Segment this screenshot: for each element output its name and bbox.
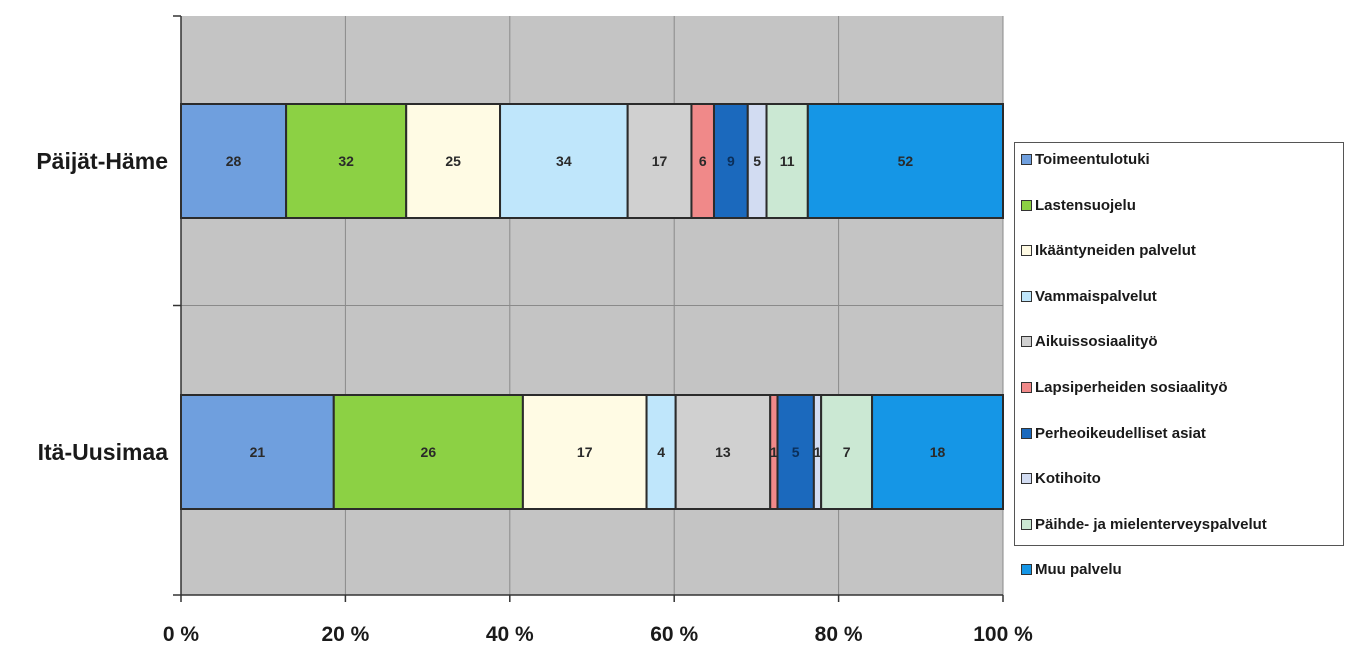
bar-segment	[180, 394, 335, 510]
data-label: 11	[780, 153, 795, 169]
legend-item: Toimeentulotuki	[1021, 151, 1150, 168]
data-label: 26	[421, 444, 437, 460]
legend-label: Ikääntyneiden palvelut	[1035, 242, 1196, 260]
category-label: Itä-Uusimaa	[38, 439, 169, 465]
legend-label: Lapsiperheiden sosiaalityö	[1035, 379, 1228, 396]
legend-item: Kotihoito	[1021, 470, 1101, 487]
legend-item: Aikuissosiaalityö	[1021, 333, 1158, 350]
legend-swatch	[1021, 518, 1032, 530]
legend-swatch	[1021, 427, 1032, 439]
bar-segment	[776, 394, 815, 510]
data-label: 1	[814, 444, 822, 460]
legend-item: Lastensuojelu	[1021, 197, 1136, 214]
category-label: Päijät-Häme	[36, 148, 168, 174]
chart-legend: Toimeentulotuki Lastensuojelu Ikääntyneide…	[1014, 142, 1344, 578]
data-label: 9	[727, 153, 735, 169]
data-label: 13	[715, 444, 731, 460]
legend-swatch	[1021, 564, 1032, 576]
data-label: 1	[770, 444, 778, 460]
x-tick-label: 100 %	[973, 623, 1033, 645]
data-label: 5	[792, 444, 800, 460]
bar-segment	[820, 394, 874, 510]
data-label: 17	[577, 444, 593, 460]
legend-label: Vammaispalvelut	[1035, 287, 1157, 305]
legend-label: Aikuissosiaalityö	[1035, 333, 1158, 351]
bar-segment	[626, 103, 693, 219]
x-tick-label: 60 %	[650, 623, 698, 645]
bar-segment	[521, 394, 648, 510]
legend-swatch	[1021, 199, 1032, 211]
legend-label: Päihde- ja mielenterveyspalvelut	[1035, 515, 1267, 533]
legend-label: Kotihoito	[1035, 470, 1101, 488]
legend-swatch	[1021, 473, 1032, 485]
data-label: 5	[753, 153, 761, 169]
legend-swatch	[1021, 245, 1032, 257]
bar-segment	[871, 394, 1004, 510]
legend-swatch	[1021, 154, 1032, 165]
data-label: 52	[898, 153, 914, 169]
legend-swatch	[1021, 336, 1032, 348]
bar-segment	[499, 103, 629, 219]
legend-item: Muu palvelu	[1021, 561, 1122, 578]
legend-item: Ikääntyneiden palvelut	[1021, 242, 1196, 259]
bar-segment	[285, 103, 408, 219]
data-label: 34	[556, 153, 572, 169]
legend-item: Lapsiperheiden sosiaalityö	[1021, 379, 1228, 396]
x-tick-label: 40 %	[486, 623, 534, 645]
data-label: 28	[226, 153, 242, 169]
bar-segment	[765, 103, 809, 219]
legend-label: Lastensuojelu	[1035, 196, 1136, 214]
legend-label: Muu palvelu	[1035, 561, 1122, 579]
x-tick-label: 20 %	[321, 623, 369, 645]
bar-segment	[405, 103, 502, 219]
bar-segment	[712, 103, 749, 219]
legend-item: Vammaispalvelut	[1021, 288, 1157, 305]
bar-group-0: 28 32 25 34 17 6 9 5 11 52	[180, 103, 1004, 219]
data-label: 21	[250, 444, 266, 460]
data-label: 32	[338, 153, 354, 169]
legend-label: Perheoikeudelliset asiat	[1035, 424, 1206, 442]
data-label: 7	[843, 444, 851, 460]
legend-label: Toimeentulotuki	[1035, 151, 1150, 168]
legend-item: Päihde- ja mielenterveyspalvelut	[1021, 516, 1267, 533]
legend-swatch	[1021, 382, 1032, 393]
legend-swatch	[1021, 290, 1032, 302]
data-label: 6	[699, 153, 707, 169]
data-label: 25	[445, 153, 461, 169]
x-tick-label: 0 %	[163, 623, 200, 645]
bar-segment	[806, 103, 1004, 219]
bar-group-1: 21 26 17 4 13 1 5 1 7 18	[180, 394, 1004, 510]
data-label: 4	[657, 444, 665, 460]
x-tick-label: 80 %	[815, 623, 863, 645]
data-label: 17	[652, 153, 668, 169]
legend-item: Perheoikeudelliset asiat	[1021, 425, 1206, 442]
data-label: 18	[930, 444, 946, 460]
